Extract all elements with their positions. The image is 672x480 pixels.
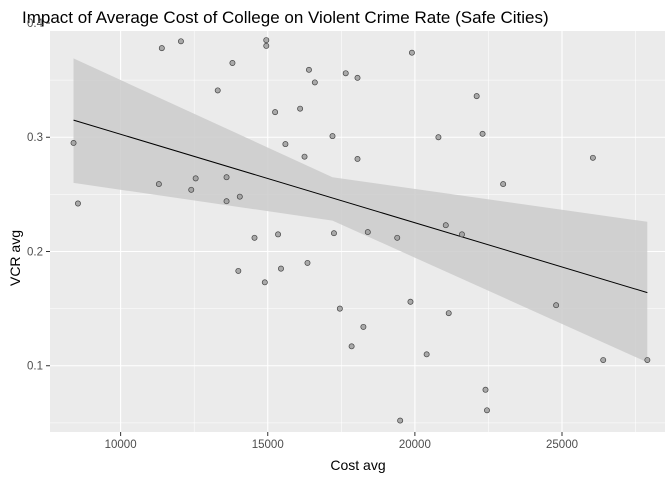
y-tick-label: 0.3 — [27, 132, 43, 144]
data-point — [158, 45, 165, 52]
data-point — [235, 267, 242, 274]
data-point — [484, 407, 490, 414]
x-axis-title: Cost avg — [330, 457, 385, 473]
data-point — [336, 305, 343, 312]
data-point — [354, 156, 361, 162]
data-point — [354, 74, 361, 81]
x-tick-label: 15000 — [252, 439, 284, 451]
data-point — [263, 37, 270, 44]
data-point — [229, 60, 236, 66]
data-point — [408, 49, 415, 56]
data-point — [500, 181, 507, 188]
confidence-band — [73, 58, 648, 363]
data-point — [459, 231, 465, 238]
data-point — [553, 302, 560, 309]
trend-line — [73, 119, 648, 294]
data-point — [305, 66, 312, 73]
data-point — [155, 181, 162, 188]
y-tick-label: 0.4 — [27, 18, 44, 30]
y-tick-label: 0.1 — [27, 361, 43, 373]
data-point — [423, 351, 430, 358]
data-point — [275, 231, 282, 238]
data-point — [297, 105, 304, 112]
data-point — [223, 198, 230, 205]
data-point — [442, 222, 449, 229]
data-point — [407, 298, 414, 305]
x-tick-label: 10000 — [105, 439, 137, 451]
data-point — [600, 357, 607, 363]
data-point — [394, 234, 401, 241]
data-point — [473, 93, 480, 100]
data-point — [360, 323, 367, 330]
data-point — [177, 38, 184, 45]
data-point — [589, 154, 596, 161]
data-point — [301, 153, 308, 160]
data-point — [348, 343, 355, 350]
data-point — [236, 193, 243, 200]
data-point — [263, 42, 270, 49]
data-point — [278, 265, 284, 272]
x-tick-label: 25000 — [546, 439, 578, 451]
y-tick-label: 0.2 — [27, 246, 43, 258]
data-point — [261, 279, 268, 286]
data-point — [282, 141, 289, 148]
data-point — [192, 175, 199, 182]
data-point — [70, 140, 77, 146]
data-point — [272, 109, 279, 116]
data-point — [75, 200, 81, 207]
data-point — [331, 230, 337, 237]
data-point — [445, 310, 452, 317]
y-axis-title: VCR avg — [7, 230, 23, 286]
data-point — [214, 87, 221, 94]
data-point — [311, 79, 318, 86]
data-point — [329, 133, 336, 140]
data-point — [435, 134, 442, 141]
data-point — [251, 234, 258, 241]
data-point — [304, 259, 311, 266]
data-point — [188, 186, 195, 193]
plot-panel: 10000 15000 20000 25000 0.1 0.2 0.3 0.4 — [27, 18, 665, 451]
data-point — [397, 417, 404, 424]
data-point — [482, 386, 489, 393]
data-point — [644, 357, 651, 363]
data-point — [479, 130, 486, 137]
x-tick-label: 20000 — [399, 439, 431, 451]
data-point — [364, 229, 371, 236]
data-point — [223, 174, 230, 181]
chart-title: Impact of Average Cost of College on Vio… — [22, 8, 549, 27]
data-point — [342, 70, 349, 77]
